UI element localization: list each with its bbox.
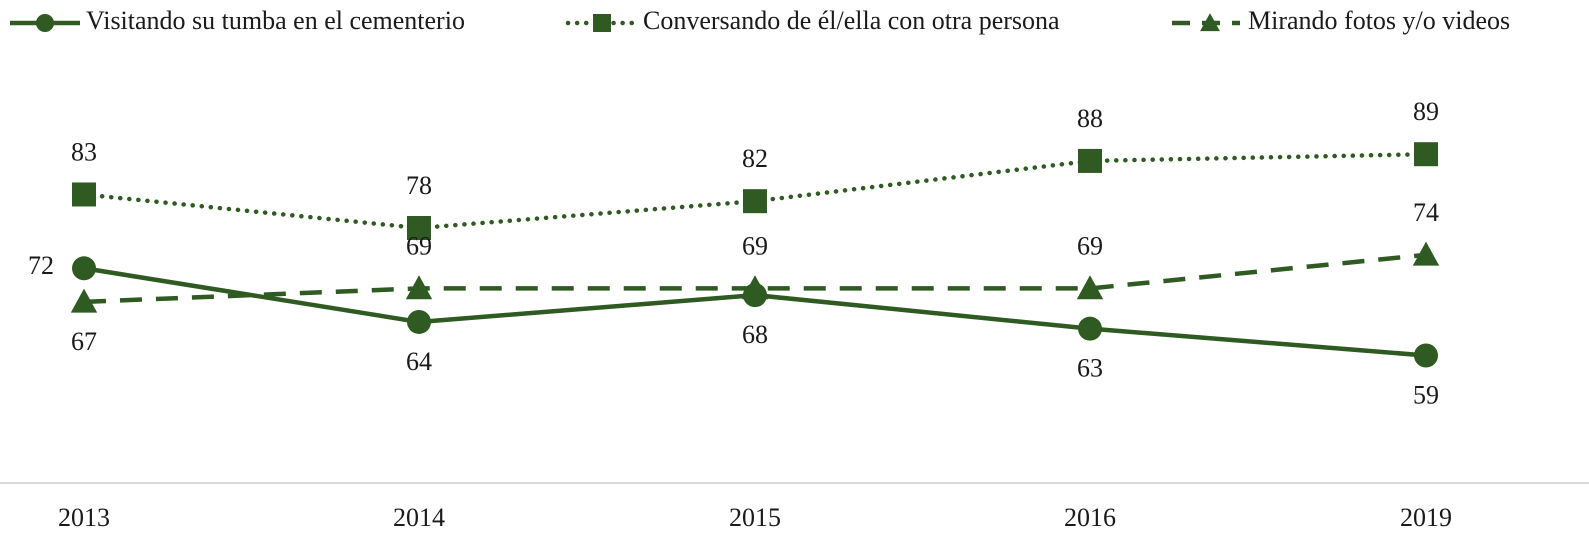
legend-label: Visitando su tumba en el cementerio (86, 6, 465, 35)
data-label: 67 (71, 327, 97, 356)
series-line (83, 252, 1427, 305)
point (70, 288, 98, 313)
point (743, 189, 767, 214)
data-label: 72 (28, 251, 54, 280)
x-tick-label: 2019 (1400, 503, 1452, 532)
data-label: 63 (1077, 354, 1103, 383)
data-label: 69 (1077, 231, 1103, 260)
point (1076, 275, 1104, 300)
data-label: 89 (1413, 97, 1439, 126)
legend-marker (593, 14, 611, 32)
point (1078, 316, 1102, 341)
legend-label: Mirando fotos y/o videos (1248, 6, 1510, 35)
data-label: 74 (1413, 198, 1439, 227)
legend-marker (1200, 13, 1220, 32)
x-tick-label: 2014 (393, 503, 445, 532)
legend-marker (36, 14, 54, 32)
data-label: 59 (1413, 380, 1439, 409)
data-label: 83 (71, 137, 97, 166)
point (72, 182, 96, 207)
point (72, 256, 96, 281)
x-tick-label: 2015 (729, 503, 781, 532)
x-tick-label: 2016 (1064, 503, 1116, 532)
data-label: 78 (406, 171, 432, 200)
data-label: 82 (742, 144, 768, 173)
point (1414, 142, 1438, 167)
legend-label: Conversando de él/ella con otra persona (643, 6, 1060, 35)
point (1078, 148, 1102, 173)
data-label: 69 (406, 231, 432, 260)
x-tick-label: 2013 (58, 503, 110, 532)
point (407, 309, 431, 334)
point (1414, 343, 1438, 368)
data-label: 68 (742, 320, 768, 349)
point (741, 275, 769, 300)
data-label: 88 (1077, 104, 1103, 133)
data-label: 69 (742, 231, 768, 260)
point (1412, 241, 1440, 266)
data-label: 64 (406, 347, 432, 376)
point (407, 216, 431, 241)
point (405, 275, 433, 300)
